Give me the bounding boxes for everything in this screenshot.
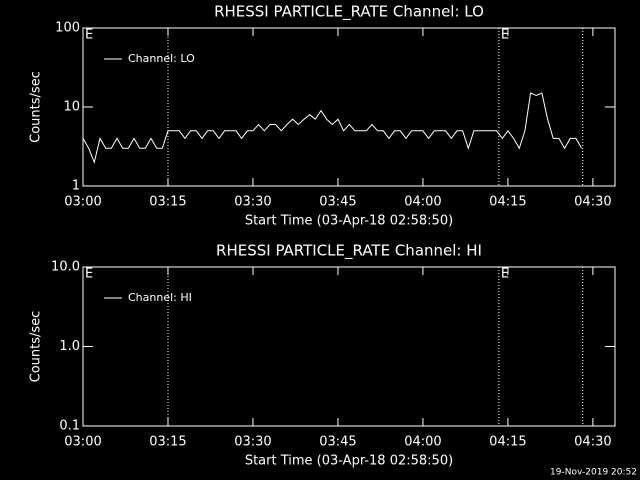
x-tick-label: 04:00 [404,195,441,210]
x-tick-label: 04:30 [574,435,611,450]
legend-label: Channel: HI [128,291,192,304]
x-tick-label: 04:15 [489,435,526,450]
y-tick-label: 1 [72,179,80,194]
x-tick-label: 03:15 [149,435,186,450]
footer: 19-Nov-2019 20:52 [550,468,637,478]
chart-title: RHESSI PARTICLE_RATE Channel: HI [216,242,482,261]
x-tick-label: 03:45 [319,195,356,210]
x-tick-label: 04:30 [574,195,611,210]
y-axis-label: Counts/sec [29,311,44,383]
x-axis-label: Start Time (03-Apr-18 02:58:50) [245,214,453,229]
x-axis-label: Start Time (03-Apr-18 02:58:50) [245,454,453,469]
event-marker: E [501,267,509,282]
event-marker: E [85,267,93,282]
x-tick-label: 04:00 [404,435,441,450]
legend-label: Channel: LO [128,52,195,65]
y-axis-label: Counts/sec [29,71,44,143]
y-tick-label: 10 [63,100,80,115]
y-tick-label: 0.1 [59,419,80,434]
event-marker: E [501,28,509,43]
y-tick-label: 100 [55,21,80,36]
x-tick-label: 04:15 [489,195,526,210]
data-line [82,92,583,164]
x-tick-label: 03:30 [234,195,271,210]
chart-title: RHESSI PARTICLE_RATE Channel: LO [214,3,484,22]
x-tick-label: 03:15 [149,195,186,210]
event-marker: E [85,28,93,43]
x-tick-label: 03:45 [319,435,356,450]
y-tick-label: 1.0 [59,339,80,354]
x-tick-label: 03:00 [64,195,101,210]
x-tick-label: 03:30 [234,435,271,450]
y-tick-label: 10.0 [51,260,80,275]
x-tick-label: 03:00 [64,435,101,450]
